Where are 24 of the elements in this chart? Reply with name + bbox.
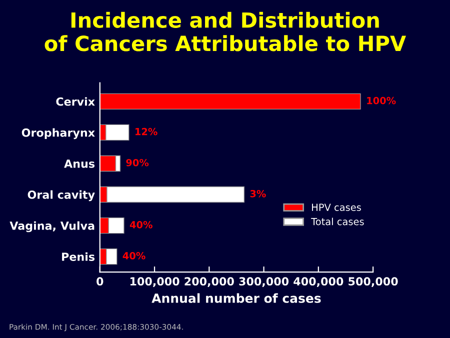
- legend-label: Total cases: [311, 218, 364, 226]
- y-tick-label: Oropharynx: [22, 128, 95, 140]
- y-tick-label: Anus: [64, 160, 95, 168]
- y-tick-label: Cervix: [56, 97, 95, 106]
- x-tick-label: 0: [96, 277, 104, 286]
- x-tick-label: 200,000: [184, 277, 234, 287]
- annotation: 100%: [367, 96, 396, 104]
- y-tick-label: Penis: [62, 252, 95, 261]
- y-tick-label: Oral cavity: [28, 190, 95, 202]
- legend-label: HPV cases: [312, 204, 361, 211]
- annotation: 90%: [126, 158, 149, 166]
- x-axis-title: Annual number of cases: [152, 293, 321, 303]
- bar: [100, 93, 361, 110]
- chart-title: Incidence and Distribution of Cancers Attributable to HPV: [44, 12, 406, 52]
- x-tick-label: 400,000: [294, 277, 344, 287]
- y-tick-label: Vagina, Vulva: [10, 221, 94, 232]
- annotation: 40%: [122, 252, 146, 260]
- annotation: 40%: [130, 221, 152, 228]
- x-tick-label: 100,000: [130, 277, 180, 287]
- annotation: 3%: [250, 190, 266, 198]
- annotation: 12%: [136, 128, 158, 136]
- x-tick-label: 500,000: [348, 277, 398, 287]
- x-tick-label: 300,000: [239, 277, 289, 287]
- bar: [100, 155, 116, 172]
